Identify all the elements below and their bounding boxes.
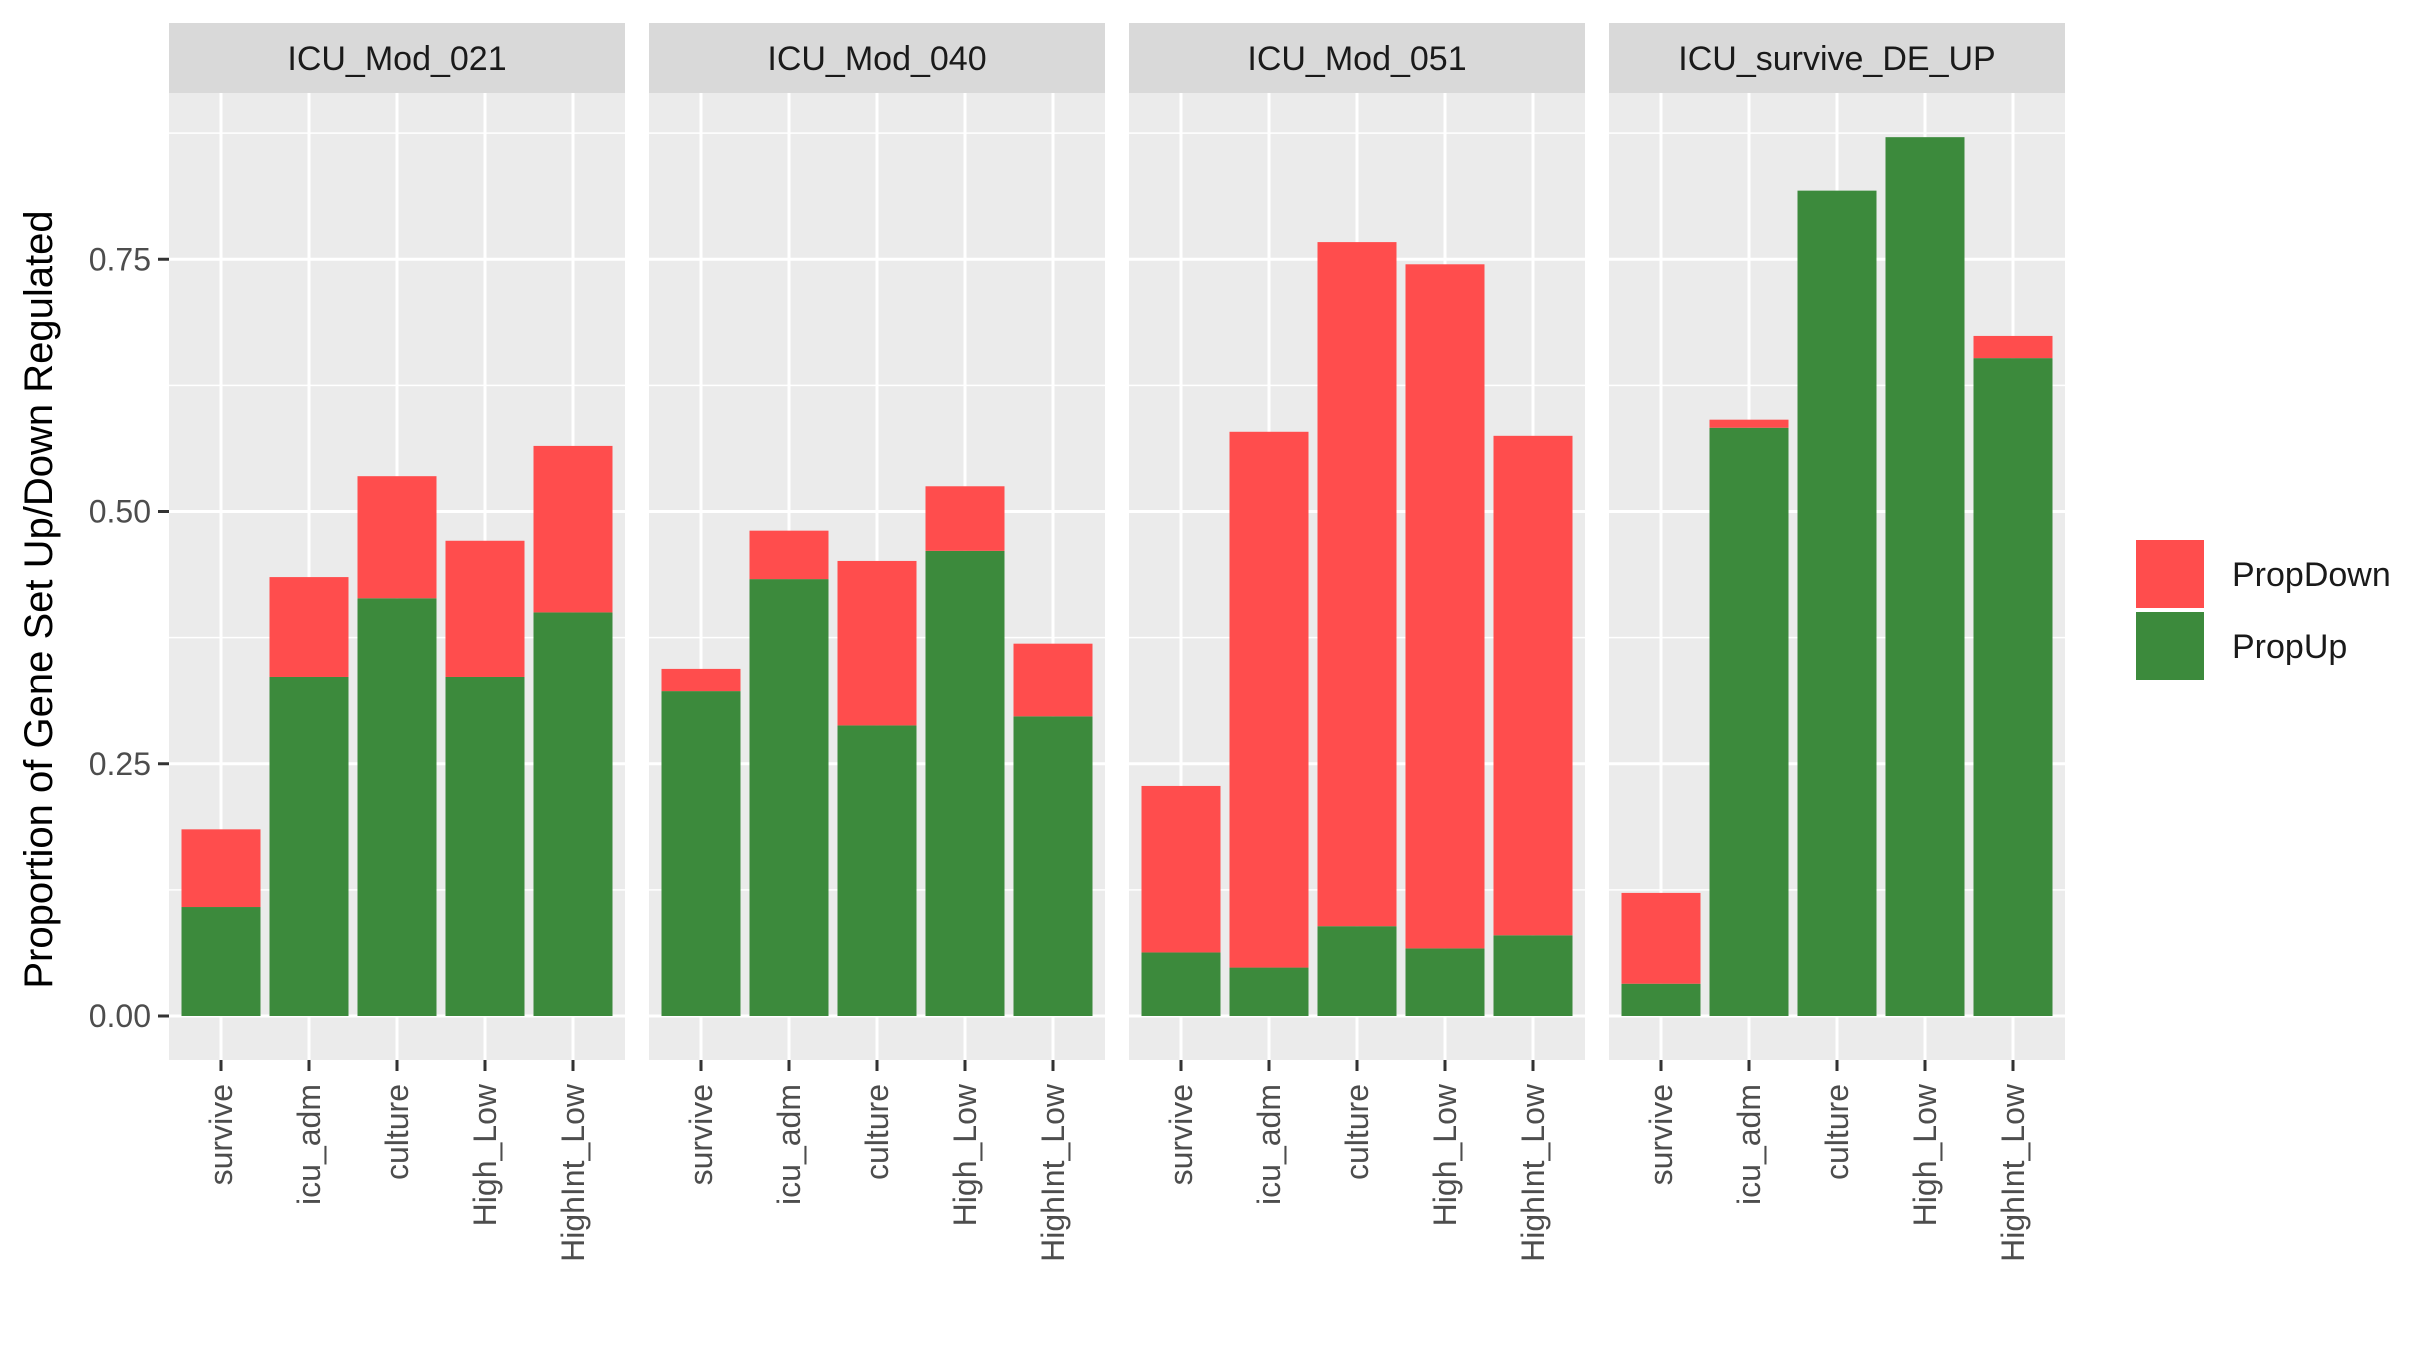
x-tick-label: survive xyxy=(683,1084,719,1185)
bar-propdown-culture xyxy=(357,476,437,599)
facet-strip xyxy=(169,23,625,93)
bar-propdown-culture xyxy=(837,560,917,726)
y-tick-label: 0.75 xyxy=(89,241,151,277)
bar-propdown-survive xyxy=(1141,785,1221,953)
bar-propup-culture xyxy=(1317,926,1397,1016)
bar-propup-survive xyxy=(1141,952,1221,1016)
x-tick-label: High_Low xyxy=(1907,1083,1943,1226)
x-tick-label: icu_adm xyxy=(1251,1084,1287,1205)
facet-strip xyxy=(649,23,1105,93)
bar-propdown-highint-low xyxy=(1493,435,1573,936)
bar-propup-icu-adm xyxy=(269,676,349,1016)
bar-propup-highint-low xyxy=(533,612,613,1016)
y-tick-label: 0.00 xyxy=(89,998,151,1034)
bar-propup-icu-adm xyxy=(1709,427,1789,1016)
bar-propup-culture xyxy=(1797,190,1877,1016)
bar-propup-culture xyxy=(837,725,917,1016)
facet-title: ICU_survive_DE_UP xyxy=(1678,40,1995,78)
bar-propdown-high-low xyxy=(925,486,1005,551)
bar-propup-survive xyxy=(661,691,741,1016)
bar-propup-high-low xyxy=(925,550,1005,1016)
bar-propdown-highint-low xyxy=(533,445,613,613)
legend-swatch-propup xyxy=(2136,612,2204,680)
x-tick-label: culture xyxy=(1339,1084,1375,1180)
bar-propup-icu-adm xyxy=(1229,967,1309,1016)
x-tick-label: High_Low xyxy=(947,1083,983,1226)
legend-swatch-propdown xyxy=(2136,540,2204,608)
x-tick-label: HighInt_Low xyxy=(555,1083,591,1262)
legend-label-propup: PropUp xyxy=(2232,628,2347,666)
bar-propup-high-low xyxy=(1405,948,1485,1016)
x-tick-label: High_Low xyxy=(467,1083,503,1226)
facet-strip xyxy=(1129,23,1585,93)
x-tick-label: HighInt_Low xyxy=(1515,1083,1551,1262)
bar-propdown-culture xyxy=(1317,242,1397,927)
bar-propdown-survive xyxy=(181,829,261,908)
facet-strip xyxy=(1609,23,2065,93)
y-tick-label: 0.50 xyxy=(89,494,151,530)
bar-propdown-icu-adm xyxy=(269,577,349,677)
x-tick-label: culture xyxy=(859,1084,895,1180)
y-axis-title: Proportion of Gene Set Up/Down Regulated xyxy=(17,210,61,988)
bar-propdown-icu-adm xyxy=(749,530,829,580)
bar-propup-highint-low xyxy=(1013,716,1093,1016)
facet-title: ICU_Mod_021 xyxy=(287,40,506,78)
bar-propup-highint-low xyxy=(1493,935,1573,1016)
bar-propdown-survive xyxy=(661,668,741,692)
x-tick-label: culture xyxy=(1819,1084,1855,1180)
bar-propup-high-low xyxy=(1885,137,1965,1016)
bar-propup-survive xyxy=(181,907,261,1016)
x-tick-label: High_Low xyxy=(1427,1083,1463,1226)
legend-label-propdown: PropDown xyxy=(2232,556,2391,594)
x-tick-label: survive xyxy=(203,1084,239,1185)
bar-propup-icu-adm xyxy=(749,579,829,1016)
bar-propdown-survive xyxy=(1621,892,1701,984)
bar-propdown-high-low xyxy=(445,540,525,677)
bar-propup-high-low xyxy=(445,676,525,1016)
bar-propup-survive xyxy=(1621,983,1701,1016)
x-tick-label: survive xyxy=(1643,1084,1679,1185)
x-tick-label: HighInt_Low xyxy=(1995,1083,2031,1262)
bar-propdown-icu-adm xyxy=(1709,419,1789,428)
x-tick-label: icu_adm xyxy=(771,1084,807,1205)
bar-propdown-high-low xyxy=(1405,264,1485,949)
bar-propup-culture xyxy=(357,598,437,1016)
facet-title: ICU_Mod_051 xyxy=(1247,40,1466,78)
x-tick-label: HighInt_Low xyxy=(1035,1083,1071,1262)
bar-propdown-highint-low xyxy=(1973,335,2053,359)
bar-propdown-highint-low xyxy=(1013,643,1093,717)
bar-propdown-icu-adm xyxy=(1229,431,1309,968)
x-tick-label: icu_adm xyxy=(1731,1084,1767,1205)
x-tick-label: survive xyxy=(1163,1084,1199,1185)
x-tick-label: culture xyxy=(379,1084,415,1180)
bar-propup-highint-low xyxy=(1973,358,2053,1017)
x-tick-label: icu_adm xyxy=(291,1084,327,1205)
y-tick-label: 0.25 xyxy=(89,746,151,782)
facet-title: ICU_Mod_040 xyxy=(767,40,986,78)
